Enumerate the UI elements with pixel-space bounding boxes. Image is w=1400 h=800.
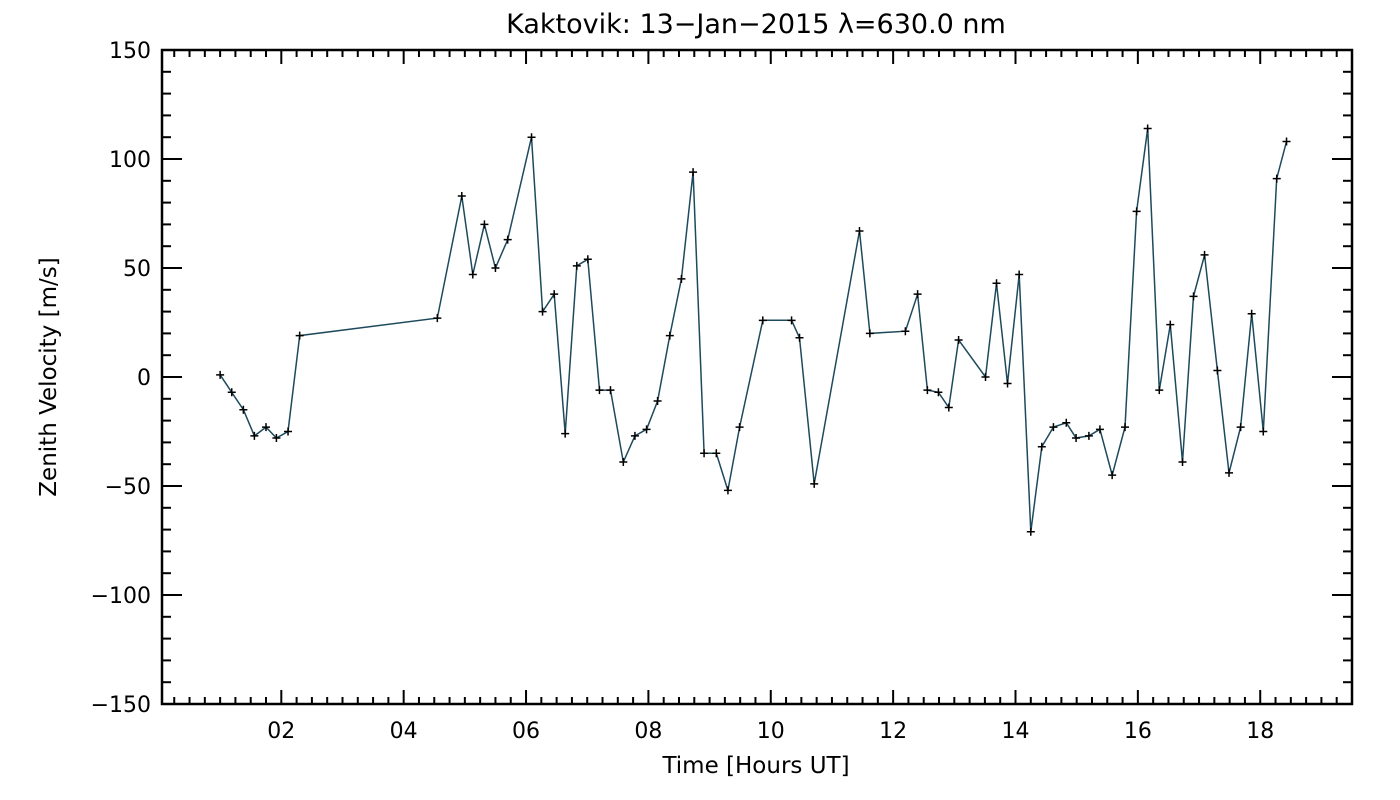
x-tick-label: 04 [390, 719, 418, 744]
data-point-marker [944, 403, 953, 412]
data-point-marker [1259, 427, 1268, 436]
data-point-marker [653, 396, 662, 405]
data-point-marker [595, 386, 604, 395]
data-point-marker [1037, 442, 1046, 451]
data-point-marker [457, 192, 466, 201]
data-point-marker [1015, 270, 1024, 279]
data-point-marker [1132, 207, 1141, 216]
data-point-marker [735, 423, 744, 432]
data-point-marker [787, 316, 796, 325]
data-point-marker [1236, 423, 1245, 432]
y-tick-label: 50 [123, 257, 151, 282]
data-point-marker [583, 255, 592, 264]
data-point-marker [810, 479, 819, 488]
y-tick-label: 0 [137, 366, 151, 391]
data-point-marker [606, 386, 615, 395]
data-point-marker [913, 290, 922, 299]
data-point-marker [250, 431, 259, 440]
data-point-marker [795, 333, 804, 342]
data-point-marker [527, 133, 536, 142]
data-point-marker [1072, 434, 1081, 443]
data-point-marker [901, 327, 910, 336]
x-tick-label: 14 [1001, 719, 1029, 744]
data-point-marker [630, 431, 639, 440]
data-point-marker [1143, 124, 1152, 133]
data-point-marker [954, 335, 963, 344]
data-point-marker [295, 331, 304, 340]
data-series [216, 124, 1291, 536]
data-point-marker [642, 425, 651, 434]
data-point-marker [992, 279, 1001, 288]
data-point-marker [272, 434, 281, 443]
data-point-marker [284, 427, 293, 436]
y-tick-label: −50 [105, 475, 151, 500]
data-point-marker [480, 220, 489, 229]
data-point-marker [758, 316, 767, 325]
x-tick-label: 06 [512, 719, 540, 744]
data-point-marker [433, 314, 442, 323]
data-point-marker [1003, 379, 1012, 388]
y-tick-label: −100 [91, 584, 151, 609]
data-point-marker [1121, 423, 1130, 432]
data-point-marker [665, 331, 674, 340]
data-point-marker [1084, 431, 1093, 440]
y-axis-label: Zenith Velocity [m/s] [36, 257, 62, 496]
data-point-marker [538, 307, 547, 316]
plot-frame [160, 48, 1354, 706]
data-point-marker [700, 449, 709, 458]
data-point-marker [619, 458, 628, 467]
data-point-marker [572, 261, 581, 270]
data-point-marker [1200, 250, 1209, 259]
data-point-marker [981, 373, 990, 381]
data-point-marker [1095, 425, 1104, 434]
y-tick-label: −150 [91, 693, 151, 718]
data-point-marker [561, 429, 570, 438]
data-point-marker [855, 226, 864, 235]
data-point-marker [1247, 309, 1256, 318]
axis-tick-labels: 02 04 06 08 10 12 14 16 18 150 100 50 0 −50 −100 −150 [91, 39, 1275, 744]
x-axis-label: Time [Hours UT] [661, 753, 849, 779]
data-point-marker [677, 274, 686, 283]
data-point-marker [712, 449, 721, 458]
data-point-marker [216, 370, 225, 379]
data-point-marker [550, 290, 559, 299]
x-tick-label: 02 [267, 719, 295, 744]
series-line [219, 128, 1288, 532]
x-tick-label: 08 [634, 719, 662, 744]
data-point-marker [468, 270, 477, 279]
data-point-marker [1155, 386, 1164, 395]
data-point-marker [1062, 418, 1071, 427]
data-point-marker [1166, 320, 1175, 329]
data-point-marker [1049, 423, 1058, 432]
y-tick-label: 150 [109, 39, 151, 64]
x-tick-label: 10 [757, 719, 785, 744]
chart-title: Kaktovik: 13−Jan−2015 λ=630.0 nm [506, 9, 1006, 40]
y-tick-label: 100 [109, 148, 151, 173]
data-point-marker [227, 388, 236, 397]
data-point-marker [1026, 527, 1035, 536]
data-point-marker [1189, 292, 1198, 301]
data-point-marker [239, 405, 248, 414]
data-point-marker [1213, 366, 1222, 375]
x-tick-label: 16 [1124, 719, 1152, 744]
data-point-marker [1272, 174, 1281, 183]
data-point-marker [1282, 137, 1291, 146]
data-point-marker [491, 264, 500, 272]
data-point-marker [723, 486, 732, 495]
data-point-marker [865, 329, 874, 338]
data-point-marker [689, 168, 698, 177]
data-point-marker [262, 423, 271, 432]
data-point-marker [1225, 468, 1234, 477]
data-point-marker [923, 386, 932, 395]
data-point-marker [503, 235, 512, 244]
axis-ticks [162, 50, 1352, 704]
data-point-marker [934, 388, 943, 397]
data-point-marker [1108, 471, 1117, 480]
x-tick-label: 18 [1246, 719, 1274, 744]
data-point-marker [1178, 458, 1187, 467]
x-tick-label: 12 [879, 719, 907, 744]
